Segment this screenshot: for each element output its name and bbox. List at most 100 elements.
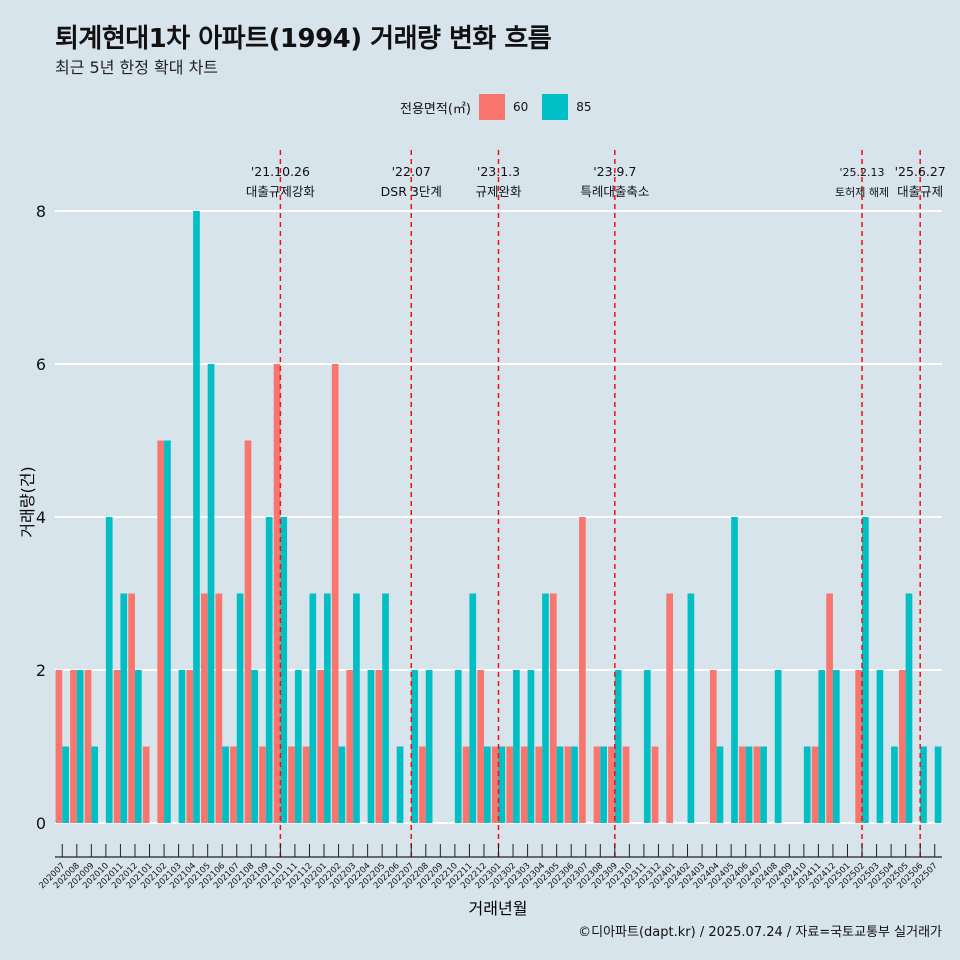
bar-85-202108 <box>251 670 258 823</box>
bar-60-202201 <box>317 670 325 823</box>
event-markers: '21.10.26 대출규제강화 '22.07 DSR 3단계 '23.1.3 규제완화 '… <box>246 150 946 857</box>
bar-60-202208 <box>419 746 426 823</box>
bar-60-202212 <box>477 670 484 823</box>
bar-85-202207 <box>411 670 418 823</box>
bar-60-202411 <box>811 746 819 823</box>
bar-60-202407 <box>753 746 761 823</box>
bar-85-202503 <box>876 670 884 823</box>
bar-85-202305 <box>556 746 564 823</box>
bar-85-202009 <box>91 746 99 823</box>
source-caption: ©디아파트(dapt.kr) / 2025.07.24 / 자료=국토교통부 실… <box>578 925 942 940</box>
event-date: '25.2.13 <box>840 166 885 179</box>
bar-85-202301 <box>498 746 506 823</box>
legend-key-60 <box>478 94 505 120</box>
bar-60-202308 <box>593 746 601 823</box>
bar-60-202301 <box>491 746 499 823</box>
event-date: '25.6.27 <box>895 164 946 179</box>
bar-60-202101 <box>142 746 150 823</box>
chart-subtitle: 최근 5년 한정 확대 차트 <box>55 58 219 77</box>
bar-85-202406 <box>745 746 753 823</box>
bar-60-202009 <box>84 670 92 823</box>
bar-60-202505 <box>898 670 906 823</box>
bar-85-202410 <box>803 746 811 823</box>
bar-85-202011 <box>120 593 128 823</box>
bar-85-202204 <box>367 670 375 823</box>
event-label: 대출규제 <box>897 184 943 199</box>
event-date: '22.07 <box>392 164 431 179</box>
event-label: 특례대출축소 <box>580 184 649 199</box>
bar-60-202110 <box>273 364 281 823</box>
bar-60-202106 <box>215 593 223 823</box>
bar-60-202303 <box>520 746 528 823</box>
bar-85-202304 <box>542 593 549 823</box>
event-date: '23.1.3 <box>477 164 520 179</box>
bar-85-202110 <box>280 517 288 823</box>
bar-60-202102 <box>157 440 165 823</box>
bar-85-202507 <box>934 746 942 823</box>
bar-85-202109 <box>265 517 273 823</box>
event-date: '21.10.26 <box>251 164 310 179</box>
x-axis-label: 거래년월 <box>469 899 528 918</box>
bar-85-202504 <box>891 746 898 823</box>
bar-85-202211 <box>469 593 477 823</box>
bar-60-202012 <box>128 593 135 823</box>
bar-85-202212 <box>483 746 491 823</box>
legend-key-85 <box>542 94 569 120</box>
bar-60-202302 <box>506 746 514 823</box>
bar-60-202307 <box>579 517 586 823</box>
bar-60-202007 <box>55 670 63 823</box>
bar-60-202112 <box>302 746 310 823</box>
legend-label-85: 85 <box>576 100 592 114</box>
bar-85-202308 <box>600 746 607 823</box>
bar-85-202302 <box>513 670 520 823</box>
y-tick-label: 0 <box>36 814 46 833</box>
event-label: 토허제 해제 <box>835 185 889 199</box>
bar-60-202305 <box>549 593 557 823</box>
bar-60-202401 <box>666 593 673 823</box>
y-axis: 0 2 4 6 8 <box>36 202 46 833</box>
bar-60-202008 <box>70 670 77 823</box>
bar-60-202111 <box>288 746 295 823</box>
bar-85-202311 <box>643 670 651 823</box>
bar-60-202404 <box>709 670 717 823</box>
bar-85-202103 <box>178 670 186 823</box>
bar-85-202505 <box>905 593 913 823</box>
bar-60-202203 <box>346 670 354 823</box>
bar-60-202312 <box>651 746 659 823</box>
bar-85-202010 <box>105 517 113 823</box>
bar-60-202202 <box>331 364 339 823</box>
legend: 전용면적(㎡) 60 85 <box>400 94 606 120</box>
legend-label-60: 60 <box>512 100 529 114</box>
bar-85-202404 <box>716 746 724 823</box>
bar-85-202408 <box>774 670 782 823</box>
event-date: '23.9.7 <box>593 164 636 179</box>
bar-85-202112 <box>309 593 317 823</box>
bar-85-202411 <box>818 670 826 823</box>
bar-85-202205 <box>382 593 389 823</box>
bar-85-202502 <box>862 517 869 823</box>
bar-85-202012 <box>134 670 142 823</box>
bar-60-202412 <box>826 593 833 823</box>
bar-60-202502 <box>855 670 863 823</box>
bar-85-202008 <box>76 670 84 823</box>
bar-60-202108 <box>244 440 252 823</box>
bar-60-202406 <box>739 746 746 823</box>
y-tick-label: 6 <box>36 355 46 374</box>
bar-85-202102 <box>164 440 171 823</box>
x-axis: 2020072020082020092020102020112020122021… <box>37 844 942 891</box>
y-axis-label: 거래량(건) <box>18 466 37 537</box>
event-label: DSR 3단계 <box>381 184 442 199</box>
bar-60-202107 <box>230 746 237 823</box>
bar-85-202303 <box>527 670 535 823</box>
bar-60-202105 <box>200 593 208 823</box>
bar-85-202506 <box>920 746 927 823</box>
bar-60-202306 <box>564 746 572 823</box>
bar-85-202412 <box>832 670 840 823</box>
event-label: 규제완화 <box>475 184 522 199</box>
bar-60-202211 <box>462 746 470 823</box>
y-tick-label: 4 <box>36 508 46 527</box>
bar-85-202104 <box>193 211 200 823</box>
bar-85-202206 <box>396 746 404 823</box>
bars <box>55 211 942 823</box>
